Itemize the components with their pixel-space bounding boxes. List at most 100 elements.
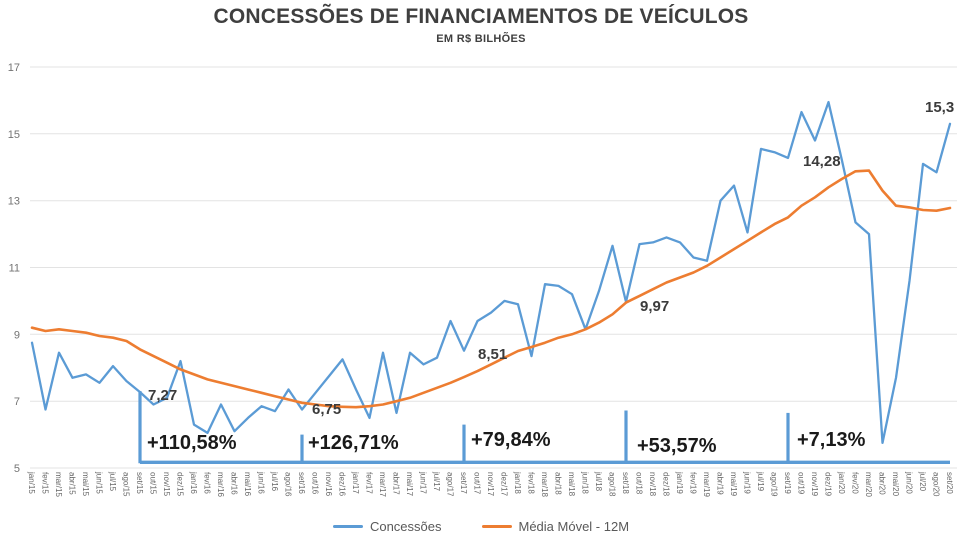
percent-callout: +79,84% xyxy=(471,429,551,451)
x-tick-label: jul/15 xyxy=(108,471,117,492)
x-tick-label: abr/17 xyxy=(392,472,401,495)
x-tick-label: set/17 xyxy=(459,472,468,494)
y-tick-label: 5 xyxy=(14,463,20,475)
x-tick-label: abr/18 xyxy=(554,472,563,495)
value-label: 8,51 xyxy=(478,346,507,363)
chart-header: CONCESSÕES DE FINANCIAMENTOS DE VEÍCULOS… xyxy=(0,5,962,45)
x-tick-label: jul/19 xyxy=(756,471,765,492)
x-tick-label: mai/17 xyxy=(405,472,414,497)
x-tick-label: dez/18 xyxy=(662,472,671,497)
chart-legend: Concessões Média Móvel - 12M xyxy=(0,519,962,534)
x-tick-label: jan/18 xyxy=(513,471,522,494)
media-movel-line-swatch-icon xyxy=(481,525,512,528)
x-tick-label: set/18 xyxy=(621,472,630,494)
x-tick-label: fev/17 xyxy=(365,472,374,494)
value-label: 15,3 xyxy=(925,99,954,116)
x-tick-label: jun/16 xyxy=(257,471,266,494)
x-tick-label: dez/15 xyxy=(176,472,185,497)
value-label: 7,27 xyxy=(148,387,177,404)
chart-subtitle: EM R$ BILHÕES xyxy=(436,33,526,45)
x-tick-label: ago/17 xyxy=(446,472,455,497)
x-tick-label: ago/18 xyxy=(608,472,617,497)
y-tick-label: 13 xyxy=(8,196,20,208)
media-movel-line xyxy=(30,169,952,409)
x-tick-label: jan/16 xyxy=(189,471,198,494)
plot-area: 5 7 9 11 13 15 17 jan/15 fev/15 mar/15 abr/15 mai/1… xyxy=(8,62,957,497)
x-tick-label: mar/20 xyxy=(864,472,873,497)
legend-label-media-movel: Média Móvel - 12M xyxy=(518,519,630,534)
x-tick-label: mar/18 xyxy=(540,472,549,497)
value-label: 6,75 xyxy=(312,401,341,418)
value-label: 9,97 xyxy=(640,298,669,315)
legend-item-concessoes: Concessões xyxy=(332,519,442,534)
x-tick-label: mai/20 xyxy=(891,472,900,497)
x-tick-label: mar/15 xyxy=(54,472,63,497)
x-tick-label: mai/18 xyxy=(567,472,576,497)
x-tick-label: jul/16 xyxy=(270,471,279,492)
legend-label-concessoes: Concessões xyxy=(369,519,442,534)
x-tick-label: jul/17 xyxy=(432,471,441,492)
x-tick-label: ago/20 xyxy=(932,472,941,497)
percent-callout: +110,58% xyxy=(147,432,237,454)
x-tick-label: nov/18 xyxy=(648,472,657,497)
x-tick-label: mai/16 xyxy=(243,472,252,497)
percent-callout: +53,57% xyxy=(637,435,717,457)
x-tick-label: nov/16 xyxy=(324,472,333,497)
x-tick-label: abr/19 xyxy=(716,472,725,495)
x-tick-label: mai/19 xyxy=(729,472,738,497)
x-tick-label: jul/20 xyxy=(918,471,927,492)
percent-callout: +126,71% xyxy=(308,432,399,454)
x-tick-label: out/15 xyxy=(149,472,158,495)
x-tick-label: nov/19 xyxy=(810,472,819,497)
x-tick-label: ago/15 xyxy=(122,472,131,497)
x-tick-label: fev/15 xyxy=(41,472,50,494)
x-tick-label: mar/19 xyxy=(702,472,711,497)
x-tick-label: out/16 xyxy=(311,472,320,495)
x-tick-label: dez/16 xyxy=(338,472,347,497)
concessoes-line xyxy=(30,100,952,445)
x-tick-label: out/19 xyxy=(797,472,806,495)
x-tick-label: jan/15 xyxy=(27,471,36,494)
legend-item-media-movel: Média Móvel - 12M xyxy=(481,519,630,534)
x-tick-label: out/18 xyxy=(635,472,644,495)
x-tick-label: mai/15 xyxy=(81,472,90,497)
x-tick-label: abr/16 xyxy=(230,472,239,495)
chart-title: CONCESSÕES DE FINANCIAMENTOS DE VEÍCULOS xyxy=(213,5,749,28)
x-tick-label: fev/18 xyxy=(527,472,536,494)
x-tick-label: jun/18 xyxy=(581,471,590,494)
y-tick-label: 9 xyxy=(14,329,20,341)
y-tick-label: 15 xyxy=(8,129,20,141)
x-tick-label: out/17 xyxy=(473,472,482,495)
x-tick-label: fev/19 xyxy=(689,472,698,494)
x-tick-label: set/15 xyxy=(135,472,144,494)
x-tick-label: set/20 xyxy=(945,472,954,494)
x-tick-label: jun/17 xyxy=(419,471,428,494)
percent-callout: +7,13% xyxy=(797,429,866,451)
x-tick-label: jul/18 xyxy=(594,471,603,492)
x-tick-label: nov/15 xyxy=(162,472,171,497)
x-tick-label: set/19 xyxy=(783,472,792,494)
x-tick-label: fev/20 xyxy=(851,472,860,494)
concessoes-line-swatch-icon xyxy=(332,525,363,528)
x-tick-label: jun/20 xyxy=(905,471,914,494)
x-tick-label: dez/17 xyxy=(500,472,509,497)
x-tick-label: jun/15 xyxy=(95,471,104,494)
y-tick-label: 17 xyxy=(8,62,20,74)
x-tick-label: jan/19 xyxy=(675,471,684,494)
x-tick-label: abr/20 xyxy=(878,472,887,495)
x-tick-label: fev/16 xyxy=(203,472,212,494)
x-tick-label: mar/16 xyxy=(216,472,225,497)
y-tick-label: 7 xyxy=(14,396,20,408)
y-tick-label: 11 xyxy=(9,263,20,275)
x-tick-label: jan/17 xyxy=(351,471,360,494)
x-tick-label: jun/19 xyxy=(743,471,752,494)
x-tick-label: jan/20 xyxy=(837,471,846,494)
x-tick-label: mar/17 xyxy=(378,472,387,497)
x-tick-label: ago/16 xyxy=(284,472,293,497)
value-label: 14,28 xyxy=(803,153,841,170)
x-tick-label: ago/19 xyxy=(770,472,779,497)
x-tick-label: nov/17 xyxy=(486,472,495,497)
x-tick-label: set/16 xyxy=(297,472,306,494)
x-tick-label: dez/19 xyxy=(824,472,833,497)
